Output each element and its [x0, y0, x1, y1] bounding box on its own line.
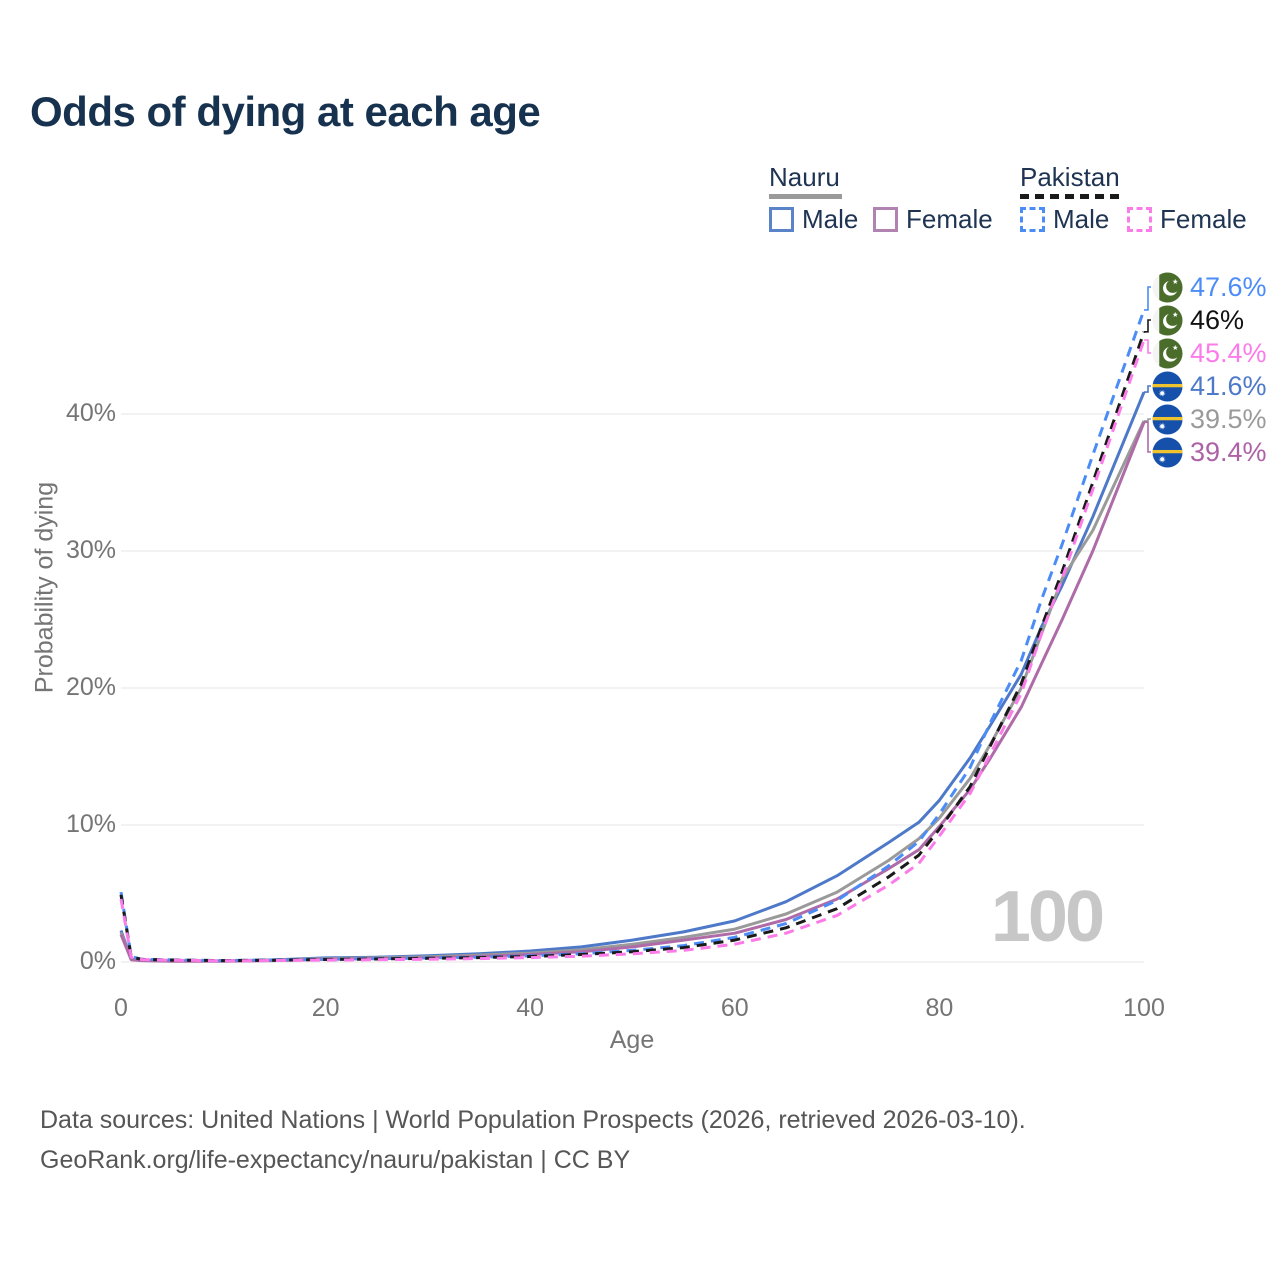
end-label-connector-nauru-both — [1144, 418, 1151, 422]
x-axis-title: Age — [609, 1026, 655, 1054]
y-axis-title: Probability of dying — [30, 481, 59, 694]
legend-item-nauru-female[interactable]: Female — [873, 204, 993, 235]
series-line-pakistan-female — [119, 339, 1146, 963]
legend-item-label: Female — [1160, 204, 1247, 234]
y-tick-label: 10% — [65, 810, 116, 838]
nauru-flag-icon — [1152, 403, 1183, 435]
end-label-nauru-male: 41.6% — [1152, 370, 1267, 402]
nauru-line-style-swatch — [769, 194, 842, 199]
age-watermark: 100 — [990, 877, 1105, 957]
pakistan-line-style-swatch — [1020, 194, 1120, 199]
end-label-connector-nauru-female — [1144, 421, 1151, 453]
pakistan-male-swatch-icon — [1020, 207, 1045, 232]
y-tick-label: 30% — [65, 536, 116, 564]
y-tick-label: 20% — [65, 673, 116, 701]
x-tick-label: 40 — [516, 994, 545, 1022]
legend-group-pakistan[interactable]: Pakistan — [1020, 162, 1120, 192]
nauru-female-swatch-icon — [873, 207, 898, 232]
legend-item-label: Male — [1053, 204, 1110, 234]
end-label-nauru-both: 39.5% — [1152, 403, 1267, 435]
end-label-value: 47.6% — [1190, 271, 1267, 302]
legend-item-pakistan-male[interactable]: Male — [1020, 204, 1109, 235]
end-label-nauru-female: 39.4% — [1152, 436, 1267, 468]
legend-item-label: Female — [906, 204, 993, 234]
nauru-male-swatch-icon — [769, 207, 794, 232]
end-label-pakistan-male: 47.6% — [1152, 271, 1267, 303]
x-tick-label: 80 — [925, 994, 954, 1022]
x-tick-label: 0 — [114, 994, 128, 1022]
legend-group-nauru[interactable]: Nauru — [769, 162, 840, 192]
end-label-value: 46% — [1190, 304, 1245, 335]
end-label-value: 39.5% — [1190, 403, 1267, 434]
x-tick-label: 20 — [311, 994, 340, 1022]
end-label-value: 41.6% — [1190, 370, 1267, 401]
end-label-connector-nauru-male — [1144, 385, 1151, 393]
pakistan-flag-icon — [1152, 271, 1183, 303]
legend-item-nauru-male[interactable]: Male — [769, 204, 858, 235]
legend-item-pakistan-female[interactable]: Female — [1127, 204, 1247, 235]
end-label-connector-pakistan-both — [1144, 319, 1151, 333]
x-tick-label: 100 — [1123, 994, 1165, 1022]
footer-sources: Data sources: United Nations | World Pop… — [40, 1106, 1026, 1134]
plot-area[interactable] — [121, 268, 1144, 962]
end-label-pakistan-both: 46% — [1152, 304, 1244, 336]
y-tick-label: 40% — [65, 399, 116, 427]
pakistan-flag-icon — [1152, 304, 1183, 336]
end-label-connector-pakistan-male — [1144, 286, 1151, 311]
legend-item-label: Male — [802, 204, 859, 234]
end-label-pakistan-female: 45.4% — [1152, 337, 1267, 369]
end-label-connector-pakistan-female — [1144, 339, 1151, 354]
pakistan-female-swatch-icon — [1127, 207, 1152, 232]
series-line-pakistan-both — [119, 331, 1146, 963]
nauru-flag-icon — [1152, 370, 1183, 402]
end-label-value: 39.4% — [1190, 436, 1267, 467]
footer-link: GeoRank.org/life-expectancy/nauru/pakist… — [40, 1146, 631, 1174]
nauru-flag-icon — [1152, 436, 1183, 468]
y-tick-label: 0% — [79, 947, 116, 975]
x-tick-label: 60 — [720, 994, 749, 1022]
page-title: Odds of dying at each age — [30, 88, 541, 135]
pakistan-flag-icon — [1152, 337, 1183, 369]
end-label-value: 45.4% — [1190, 337, 1267, 368]
